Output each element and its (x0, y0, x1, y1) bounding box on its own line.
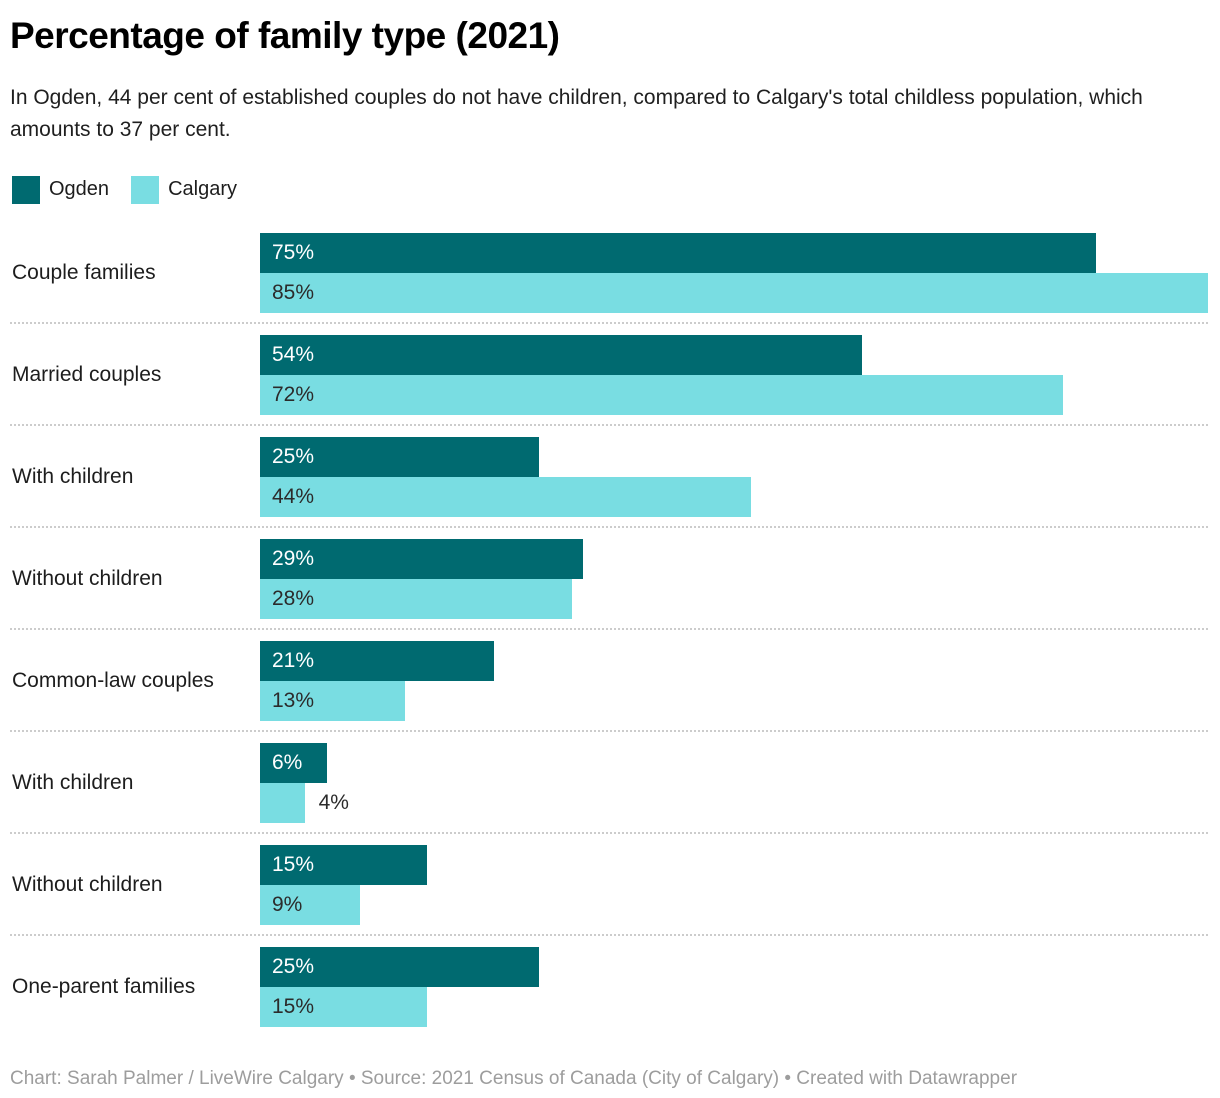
bar-value-label: 25% (272, 954, 315, 978)
bar-group: 25% 15% (260, 946, 1208, 1027)
bar-ogden: 15% (260, 844, 428, 885)
bar-value-label: 72% (272, 382, 315, 406)
legend: Ogden Calgary (12, 175, 1208, 204)
category-label: One-parent families (12, 974, 196, 998)
category-label: With children (12, 464, 134, 488)
bar-group: 15% 9% (260, 844, 1208, 925)
category-label: Married couples (12, 362, 162, 386)
bar-value-label: 75% (272, 240, 315, 264)
bar-ogden: 6% (260, 742, 327, 783)
category-label: Couple families (12, 260, 156, 284)
category-label: Without children (12, 566, 163, 590)
bar-value-label: 4% (318, 790, 349, 814)
bar-value-label: 44% (272, 484, 315, 508)
bar-value-label: 6% (272, 750, 303, 774)
bar-value-label: 25% (272, 444, 315, 468)
bar-value-label: 29% (272, 546, 315, 570)
bar-row: Common-law couples 21% 13% (10, 630, 1208, 732)
bar-value-label: 28% (272, 586, 315, 610)
category-label: With children (12, 770, 134, 794)
bar-value-label: 9% (272, 892, 303, 916)
bar-value-label: 54% (272, 342, 315, 366)
chart-description: In Ogden, 44 per cent of established cou… (10, 85, 1143, 142)
bar-value-label: 15% (272, 994, 315, 1018)
legend-label-calgary: Calgary (168, 178, 237, 201)
bar-calgary: 15% (260, 986, 428, 1027)
bar-row: One-parent families 25% 15% (10, 936, 1208, 1036)
bar-ogden: 25% (260, 436, 539, 477)
bar-row: Married couples 54% 72% (10, 324, 1208, 426)
category-label: Without children (12, 872, 163, 896)
bar-row: Couple families 75% 85% (10, 222, 1208, 324)
bar-group: 6% 4% (260, 742, 1208, 823)
legend-swatch-calgary (131, 175, 160, 204)
bar-group: 75% 85% (260, 232, 1208, 313)
category-label: Common-law couples (12, 668, 214, 692)
bar-value-label: 15% (272, 852, 315, 876)
bar-row: Without children 29% 28% (10, 528, 1208, 630)
bar-ogden: 75% (260, 232, 1097, 273)
bar-value-label: 85% (272, 280, 315, 304)
legend-item-calgary: Calgary (131, 175, 237, 204)
bar-row: Without children 15% 9% (10, 834, 1208, 936)
legend-item-ogden: Ogden (12, 175, 110, 204)
bar-row: With children 6% 4% (10, 732, 1208, 834)
bar-ogden: 29% (260, 538, 584, 579)
bar-ogden: 21% (260, 640, 495, 681)
bar-row: With children 25% 44% (10, 426, 1208, 528)
bar-ogden: 25% (260, 946, 539, 987)
bar-value-label: 13% (272, 688, 315, 712)
bar-calgary: 28% (260, 578, 573, 619)
footer-credit: Chart: Sarah Palmer / LiveWire Calgary •… (10, 1067, 1018, 1089)
legend-swatch-ogden (12, 175, 40, 204)
bar-group: 25% 44% (260, 436, 1208, 517)
bar-calgary: 9% (260, 884, 361, 925)
bar-ogden: 54% (260, 334, 863, 375)
bar-value-label: 21% (272, 648, 315, 672)
bar-calgary: 72% (260, 374, 1063, 415)
chart-rows: Couple families 75% 85% Married couples 54% 7… (10, 222, 1208, 1036)
bar-calgary: 85% (260, 272, 1208, 313)
bar-group: 54% 72% (260, 334, 1208, 415)
bar-calgary: 4% (260, 782, 349, 823)
bar-calgary: 13% (260, 680, 405, 721)
legend-label-ogden: Ogden (49, 178, 110, 201)
bar-calgary: 44% (260, 476, 751, 517)
bar-group: 29% 28% (260, 538, 1208, 619)
bar-group: 21% 13% (260, 640, 1208, 721)
chart-title: Percentage of family type (2021) (10, 15, 560, 56)
